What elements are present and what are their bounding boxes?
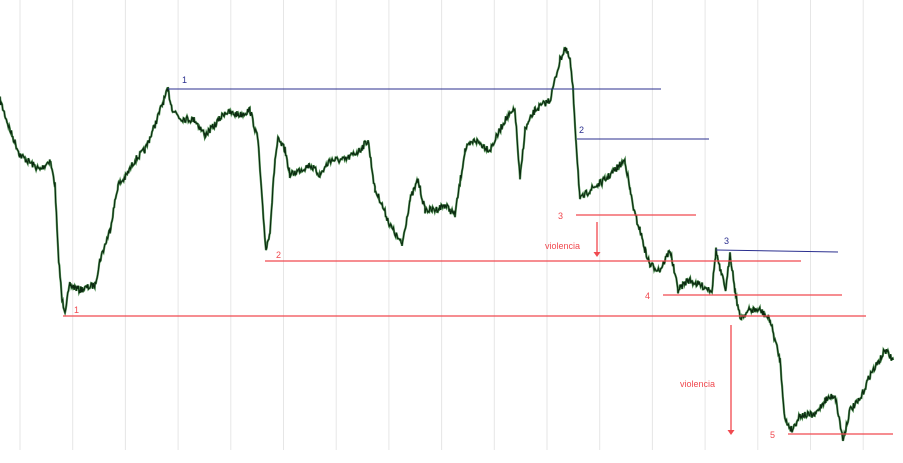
resistance-label: 3	[724, 236, 729, 246]
resistance-label: 1	[182, 75, 187, 85]
support-label: 3	[558, 211, 563, 221]
arrow-down-icon	[727, 430, 735, 435]
annotation-label: violencia	[680, 379, 715, 389]
support-label: 2	[276, 250, 281, 260]
resistance-label: 2	[579, 125, 584, 135]
price-series	[0, 46, 895, 442]
resistance-line	[715, 249, 839, 253]
support-label: 5	[770, 430, 775, 440]
levels: 1 2 3 1 2 3 4 5	[63, 75, 893, 440]
annotation-label: violencia	[545, 241, 580, 251]
support-label: 4	[645, 291, 650, 301]
arrow-down-icon	[593, 252, 601, 257]
vertical-gridlines	[19, 0, 864, 450]
price-line-shadow	[0, 46, 895, 442]
price-line	[0, 46, 894, 442]
annotations: violencia violencia	[545, 222, 735, 435]
support-label: 1	[74, 305, 79, 315]
